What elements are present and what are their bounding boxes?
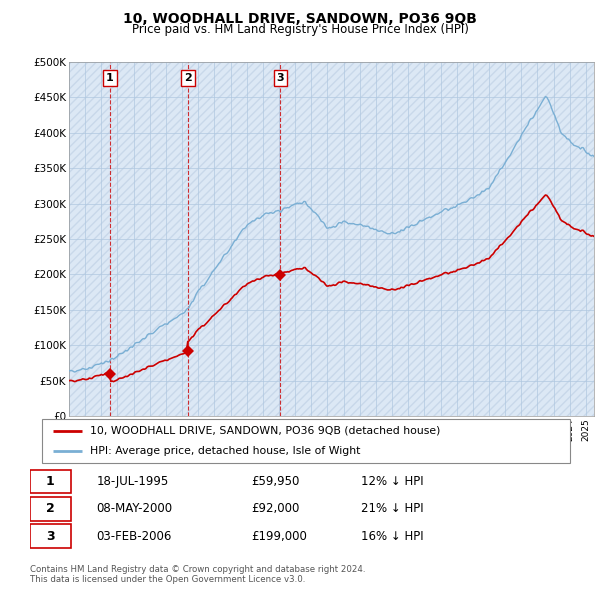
Text: 10, WOODHALL DRIVE, SANDOWN, PO36 9QB (detached house): 10, WOODHALL DRIVE, SANDOWN, PO36 9QB (d…: [89, 426, 440, 436]
Text: 1: 1: [106, 73, 114, 83]
Text: 1: 1: [46, 475, 55, 488]
Text: 03-FEB-2006: 03-FEB-2006: [96, 530, 172, 543]
Text: 3: 3: [46, 530, 55, 543]
Text: 2: 2: [46, 502, 55, 516]
Text: Price paid vs. HM Land Registry's House Price Index (HPI): Price paid vs. HM Land Registry's House …: [131, 23, 469, 36]
Text: £199,000: £199,000: [251, 530, 307, 543]
Text: 2: 2: [184, 73, 191, 83]
FancyBboxPatch shape: [30, 525, 71, 548]
FancyBboxPatch shape: [42, 419, 570, 463]
Text: 21% ↓ HPI: 21% ↓ HPI: [361, 502, 424, 516]
Text: 18-JUL-1995: 18-JUL-1995: [96, 475, 169, 488]
FancyBboxPatch shape: [30, 470, 71, 493]
Text: 08-MAY-2000: 08-MAY-2000: [96, 502, 172, 516]
FancyBboxPatch shape: [30, 497, 71, 521]
Text: 16% ↓ HPI: 16% ↓ HPI: [361, 530, 424, 543]
Text: £92,000: £92,000: [251, 502, 299, 516]
Text: 3: 3: [277, 73, 284, 83]
Text: 10, WOODHALL DRIVE, SANDOWN, PO36 9QB: 10, WOODHALL DRIVE, SANDOWN, PO36 9QB: [123, 12, 477, 27]
Text: Contains HM Land Registry data © Crown copyright and database right 2024.
This d: Contains HM Land Registry data © Crown c…: [30, 565, 365, 584]
Text: 12% ↓ HPI: 12% ↓ HPI: [361, 475, 424, 488]
Text: HPI: Average price, detached house, Isle of Wight: HPI: Average price, detached house, Isle…: [89, 446, 360, 456]
Text: £59,950: £59,950: [251, 475, 299, 488]
